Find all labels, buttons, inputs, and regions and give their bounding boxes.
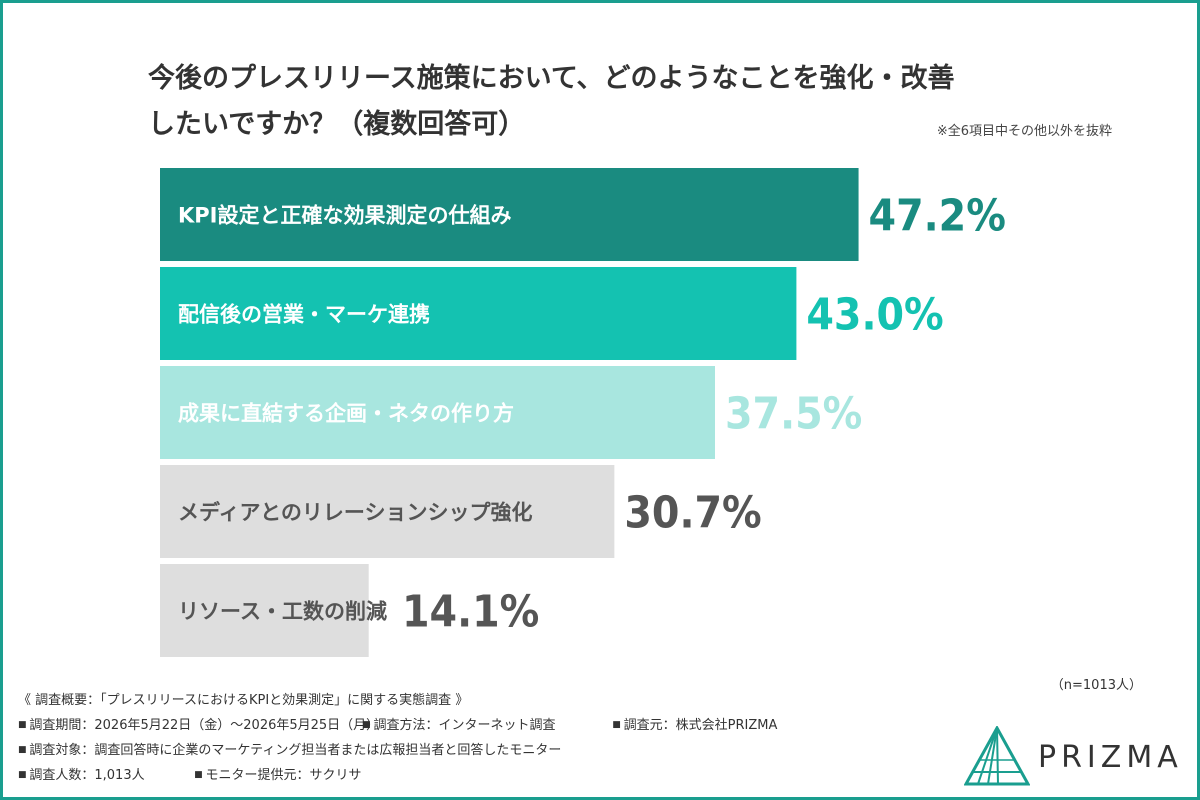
survey-row-3: 調査人数：1,013人 モニター提供元：サクリサ [18,763,918,788]
chart-title-line-2: したいですか？（複数回答可） [148,109,526,140]
bar-2 [160,267,797,360]
bar-label-2: 配信後の営業・マーケ連携 [178,303,430,327]
bar-label-1: KPI設定と正確な効果測定の仕組み [178,204,511,228]
survey-row-1: 調査期間：2026年5月22日（金）〜2026年5月25日（月） 調査方法：イン… [18,713,918,738]
survey-method: 調査方法：インターネット調査 [362,713,608,738]
survey-target: 調査対象：調査回答時に企業のマーケティング担当者または広報担当者と回答したモニタ… [18,738,561,763]
bar-label-5: リソース・工数の削減 [178,600,387,624]
prism-logo-icon [963,724,1031,786]
survey-heading: 《 調査概要：「プレスリリースにおけるKPIと効果測定」に関する実態調査 》 [18,693,469,708]
chart-title: 今後のプレスリリース施策において、どのようなことを強化・改善 したいですか？（複… [148,56,1068,148]
selection-note: ※全6項目中その他以外を抜粋 [936,124,1112,139]
chart-title-line-1: 今後のプレスリリース施策において、どのようなことを強化・改善 [148,63,955,94]
bar-3 [160,366,715,459]
value-label-2: 43.0% [806,290,943,341]
value-label-4: 30.7% [624,488,761,539]
value-label-1: 47.2% [869,191,1006,242]
prizma-logo: PRIZMA [963,724,1194,786]
survey-period: 調査期間：2026年5月22日（金）〜2026年5月25日（月） [18,713,379,738]
value-label-5: 14.1% [402,587,539,638]
sample-size: （n=1013人） [1050,678,1142,693]
bar-5 [160,564,369,657]
survey-summary: 《 調査概要：「プレスリリースにおけるKPIと効果測定」に関する実態調査 》 調… [18,688,918,788]
logo-text: PRIZMA [1038,740,1183,775]
bar-label-3: 成果に直結する企画・ネタの作り方 [178,402,514,426]
survey-row-2: 調査対象：調査回答時に企業のマーケティング担当者または広報担当者と回答したモニタ… [18,738,918,763]
bar-4 [160,465,615,558]
value-label-3: 37.5% [725,389,862,440]
bar-1 [160,168,859,261]
bar-label-4: メディアとのリレーションシップ強化 [178,501,532,525]
survey-count: 調査人数：1,013人 [18,763,190,788]
survey-provider: モニター提供元：サクリサ [194,763,362,788]
survey-source: 調査元：株式会社PRIZMA [612,713,778,738]
